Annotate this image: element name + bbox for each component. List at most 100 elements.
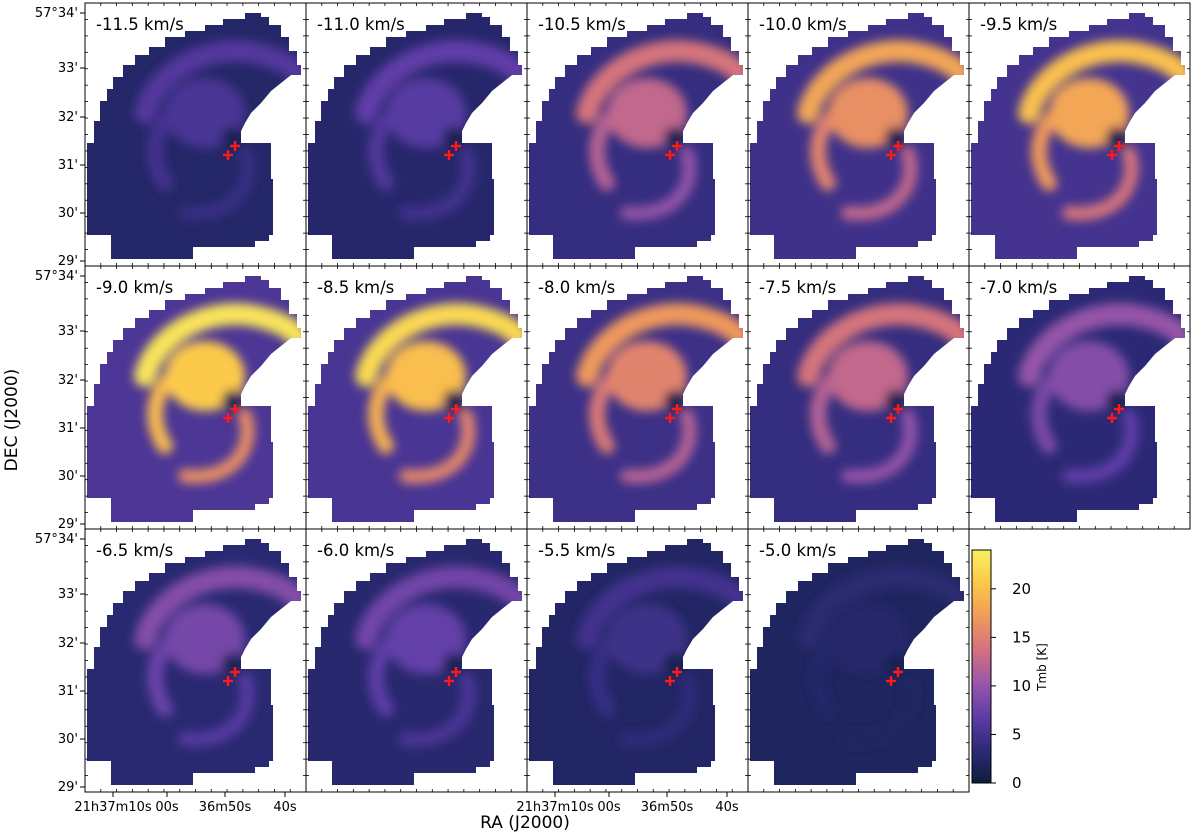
emission-arc [355,40,522,124]
velocity-label: -9.5 km/s [980,15,1057,34]
emission-cavity [222,127,244,149]
velocity-label: -7.0 km/s [980,278,1057,297]
emission-loop [178,409,255,484]
y-tick-label: 32' [58,110,78,125]
x-tick-label: 36m50s [641,800,694,815]
emission-loop [841,409,918,484]
y-tick-label: 30' [58,732,78,747]
channel-panel [750,539,964,785]
colorbar-title: Tmb [K] [1035,643,1049,692]
source-marker-icon [672,667,682,677]
emission-cavity [1106,390,1128,412]
source-marker-icon [1107,150,1117,160]
emission-loop [841,146,918,221]
emission-loop [178,146,255,221]
source-marker-icon [672,141,682,151]
y-tick-label: 33' [58,61,78,76]
velocity-label: -8.0 km/s [538,278,615,297]
emission-cavity [443,127,465,149]
channel-panel [971,13,1185,259]
source-marker-icon [230,404,240,414]
panels-layer [87,13,1185,785]
source-marker-icon [886,676,896,686]
emission-loop [1062,409,1139,484]
y-tick-label: 31' [58,158,78,173]
axes-layer: -11.5 km/s -11.0 km/s -10.5 km/s -10.0 km/s… [35,2,1191,815]
emission-cavity [664,390,686,412]
y-tick-label: 32' [58,636,78,651]
velocity-label: -5.0 km/s [759,541,836,560]
source-marker-icon [451,141,461,151]
emission-cavity [443,653,465,675]
velocity-label: -8.5 km/s [317,278,394,297]
x-tick-label: 21h37m10s [74,800,152,815]
emission-cavity [664,127,686,149]
source-marker-icon [451,404,461,414]
source-marker-icon [893,141,903,151]
emission-loop [399,672,476,747]
y-tick-label: 32' [58,373,78,388]
y-tick-label: 30' [58,469,78,484]
colorbar-tick-label: 5 [1012,725,1022,743]
channel-panel [87,13,301,259]
source-marker-icon [1114,141,1124,151]
channel-panel [308,276,522,522]
emission-arc [576,566,743,650]
emission-cavity [885,127,907,149]
source-marker-icon [444,413,454,423]
emission-loop [620,672,697,747]
emission-loop [620,409,697,484]
x-axis-title: RA (J2000) [480,813,570,833]
x-tick-label: 40s [273,800,297,815]
emission-cavity [222,390,244,412]
source-marker-icon [665,413,675,423]
emission-cavity [885,390,907,412]
y-tick-label: 31' [58,684,78,699]
emission-loop [399,409,476,484]
source-marker-icon [886,150,896,160]
y-tick-label: 31' [58,421,78,436]
channel-panel [308,13,522,259]
velocity-label: -6.0 km/s [317,541,394,560]
emission-loop [178,672,255,747]
source-marker-icon [223,676,233,686]
emission-arc [1018,40,1185,124]
velocity-label: -7.5 km/s [759,278,836,297]
emission-arc [576,303,743,387]
emission-arc [576,40,743,124]
y-tick-label: 29' [58,780,78,795]
source-marker-icon [893,404,903,414]
channel-panel [971,276,1185,522]
x-tick-label: 00s [597,800,621,815]
source-marker-icon [223,150,233,160]
x-tick-label: 21h37m10s [516,800,594,815]
channel-panel [750,276,964,522]
emission-arc [1018,303,1185,387]
x-tick-label: 40s [715,800,739,815]
source-marker-icon [444,150,454,160]
velocity-label: -10.5 km/s [538,15,626,34]
emission-arc [134,566,301,650]
y-tick-label: 29' [58,254,78,269]
source-marker-icon [444,676,454,686]
velocity-label: -9.0 km/s [96,278,173,297]
y-axis-title: DEC (J2000) [2,369,22,472]
y-tick-label: 30' [58,206,78,221]
colorbar-tick-label: 15 [1012,628,1031,646]
emission-arc [355,303,522,387]
source-marker-icon [1114,404,1124,414]
x-tick-label: 00s [155,800,179,815]
channel-panel [87,539,301,785]
y-tick-label: 57°34' [35,6,78,21]
velocity-label: -10.0 km/s [759,15,847,34]
emission-cavity [222,653,244,675]
source-marker-icon [672,404,682,414]
source-marker-icon [665,150,675,160]
y-tick-label: 29' [58,517,78,532]
source-marker-icon [886,413,896,423]
colorbar-gradient [971,549,992,784]
velocity-label: -6.5 km/s [96,541,173,560]
y-tick-label: 33' [58,587,78,602]
colorbar-tick-label: 10 [1012,677,1031,695]
